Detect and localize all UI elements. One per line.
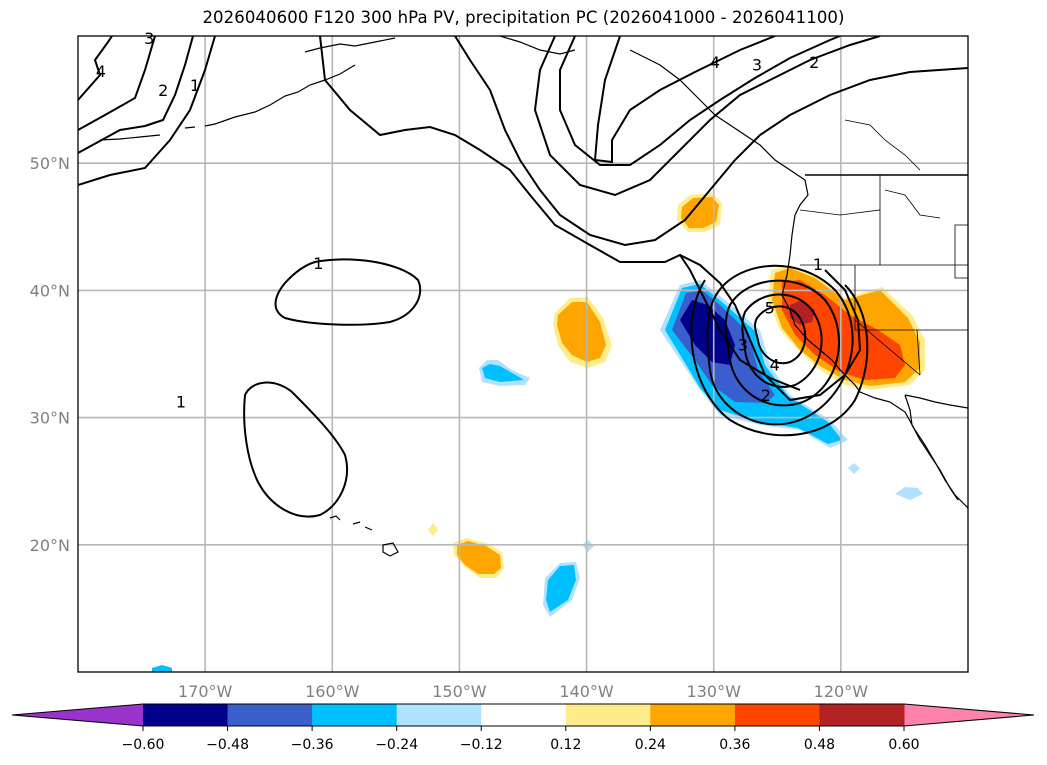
lon-tick-label: 150°W — [432, 682, 487, 701]
contour-label: 1 — [190, 76, 200, 95]
contour-label: 2 — [158, 81, 168, 100]
contour-label: 2 — [761, 386, 771, 405]
colorbar-extend-low — [12, 704, 143, 726]
colorbar-tick-label: 0.12 — [550, 737, 581, 753]
pv-contour-2-ridge — [533, 36, 881, 197]
precip-cell-140w — [557, 302, 606, 362]
pv-contour-3-west — [78, 36, 156, 131]
pv-contour-cutoff-4 — [741, 293, 823, 388]
contour-label: 1 — [813, 255, 823, 274]
colorbar-tick-label: −0.60 — [122, 737, 165, 753]
contour-label: 1 — [176, 393, 186, 412]
pv-contour-1-closed-north — [274, 258, 422, 326]
lat-tick-label: 20°N — [30, 536, 70, 555]
pv-contour-cutoff-5 — [754, 305, 807, 365]
precip-cell-north — [681, 197, 719, 228]
colorbar-extend-high — [904, 704, 1034, 726]
precip-cell-145w — [482, 364, 524, 382]
pv-contour-2-west — [78, 36, 194, 154]
colorbar-bin — [312, 704, 398, 726]
precip-cell-small-d — [895, 487, 923, 500]
lon-tick-label: 160°W — [305, 682, 360, 701]
contour-label: 5 — [765, 298, 775, 317]
contour-label: 3 — [738, 335, 748, 354]
longitude-labels: 170°W 160°W 150°W 140°W 130°W 120°W — [178, 682, 868, 701]
colorbar-bin — [227, 704, 313, 726]
contour-label: 4 — [770, 356, 780, 375]
colorbar-tick-label: −0.36 — [291, 737, 334, 753]
lon-tick-label: 170°W — [178, 682, 233, 701]
us-west-coast — [781, 214, 968, 509]
pv-contour-cutoff-3 — [724, 279, 840, 407]
precip-positive-red — [782, 280, 905, 380]
lat-tick-label: 40°N — [30, 281, 70, 300]
colorbar-bin — [396, 704, 482, 726]
colorbar-bin — [650, 704, 736, 726]
pv-contour-4-west — [78, 36, 113, 101]
coastlines — [99, 36, 968, 557]
colorbar-tick-label: 0.48 — [804, 737, 835, 753]
precip-cell-142w — [546, 565, 576, 612]
pv-contour-labels: 4 2 1 3 1 1 4 3 2 1 5 4 3 2 — [96, 29, 823, 412]
contour-label: 3 — [752, 56, 762, 75]
colorbar-tick-label: 0.24 — [635, 737, 666, 753]
colorbar-tick-label: 0.60 — [888, 737, 919, 753]
precip-cell-hawaii — [457, 541, 501, 574]
contour-label: 4 — [710, 53, 720, 72]
colorbar-bin — [481, 704, 567, 726]
colorbar: −0.60 −0.48 −0.36 −0.24 −0.12 0.12 0.24 0.36 0.4… — [11, 703, 1035, 753]
map-frame — [77, 35, 969, 673]
colorbar-tick-label: 0.36 — [719, 737, 750, 753]
contour-label: 3 — [144, 29, 154, 48]
colorbar-bin — [565, 704, 651, 726]
pv-contour-cutoff-1 — [679, 254, 862, 402]
precip-shading — [152, 193, 925, 672]
precip-cell-small-c — [848, 463, 860, 474]
precip-cell-small-a — [428, 523, 438, 536]
contour-label: 2 — [809, 53, 819, 72]
lon-tick-label: 140°W — [559, 682, 614, 701]
alaska-panhandle — [629, 49, 809, 216]
contour-label: 4 — [96, 62, 106, 81]
colorbar-tick-label: −0.48 — [206, 737, 249, 753]
alaska-peninsula — [304, 36, 576, 55]
precip-cell-small-e — [152, 665, 172, 672]
pv-contour-cutoff-outer — [690, 279, 869, 437]
lat-tick-label: 30°N — [30, 409, 70, 428]
colorbar-tick-label: −0.12 — [460, 737, 503, 753]
pv-contour-1-closed-south — [243, 381, 348, 518]
colorbar-bin — [734, 704, 820, 726]
pv-contour-1-west — [78, 36, 216, 186]
aleutian-islands — [99, 64, 356, 141]
pv-contour-3-ridge — [559, 36, 841, 166]
pv-contour-4-ridge — [593, 36, 776, 164]
pv-contour-outer-trough — [454, 36, 968, 247]
baja-california — [904, 394, 968, 501]
latitude-labels: 50°N 40°N 30°N 20°N — [30, 154, 70, 555]
figure-title: 2026040600 F120 300 hPa PV, precipitatio… — [202, 8, 845, 27]
precip-cell-small-b — [582, 540, 594, 552]
colorbar-tick-label: −0.24 — [375, 737, 418, 753]
lon-tick-label: 130°W — [687, 682, 742, 701]
hawaiian-islands — [329, 515, 399, 557]
contour-label: 1 — [313, 254, 323, 273]
pv-contour-1-gulf — [319, 36, 801, 391]
pv-contour-cutoff-2 — [706, 264, 854, 426]
colorbar-bin — [819, 704, 905, 726]
state-borders — [799, 119, 968, 376]
colorbar-bin — [143, 704, 229, 726]
lat-tick-label: 50°N — [30, 154, 70, 173]
pv-contours — [78, 36, 968, 518]
lon-tick-label: 120°W — [814, 682, 869, 701]
